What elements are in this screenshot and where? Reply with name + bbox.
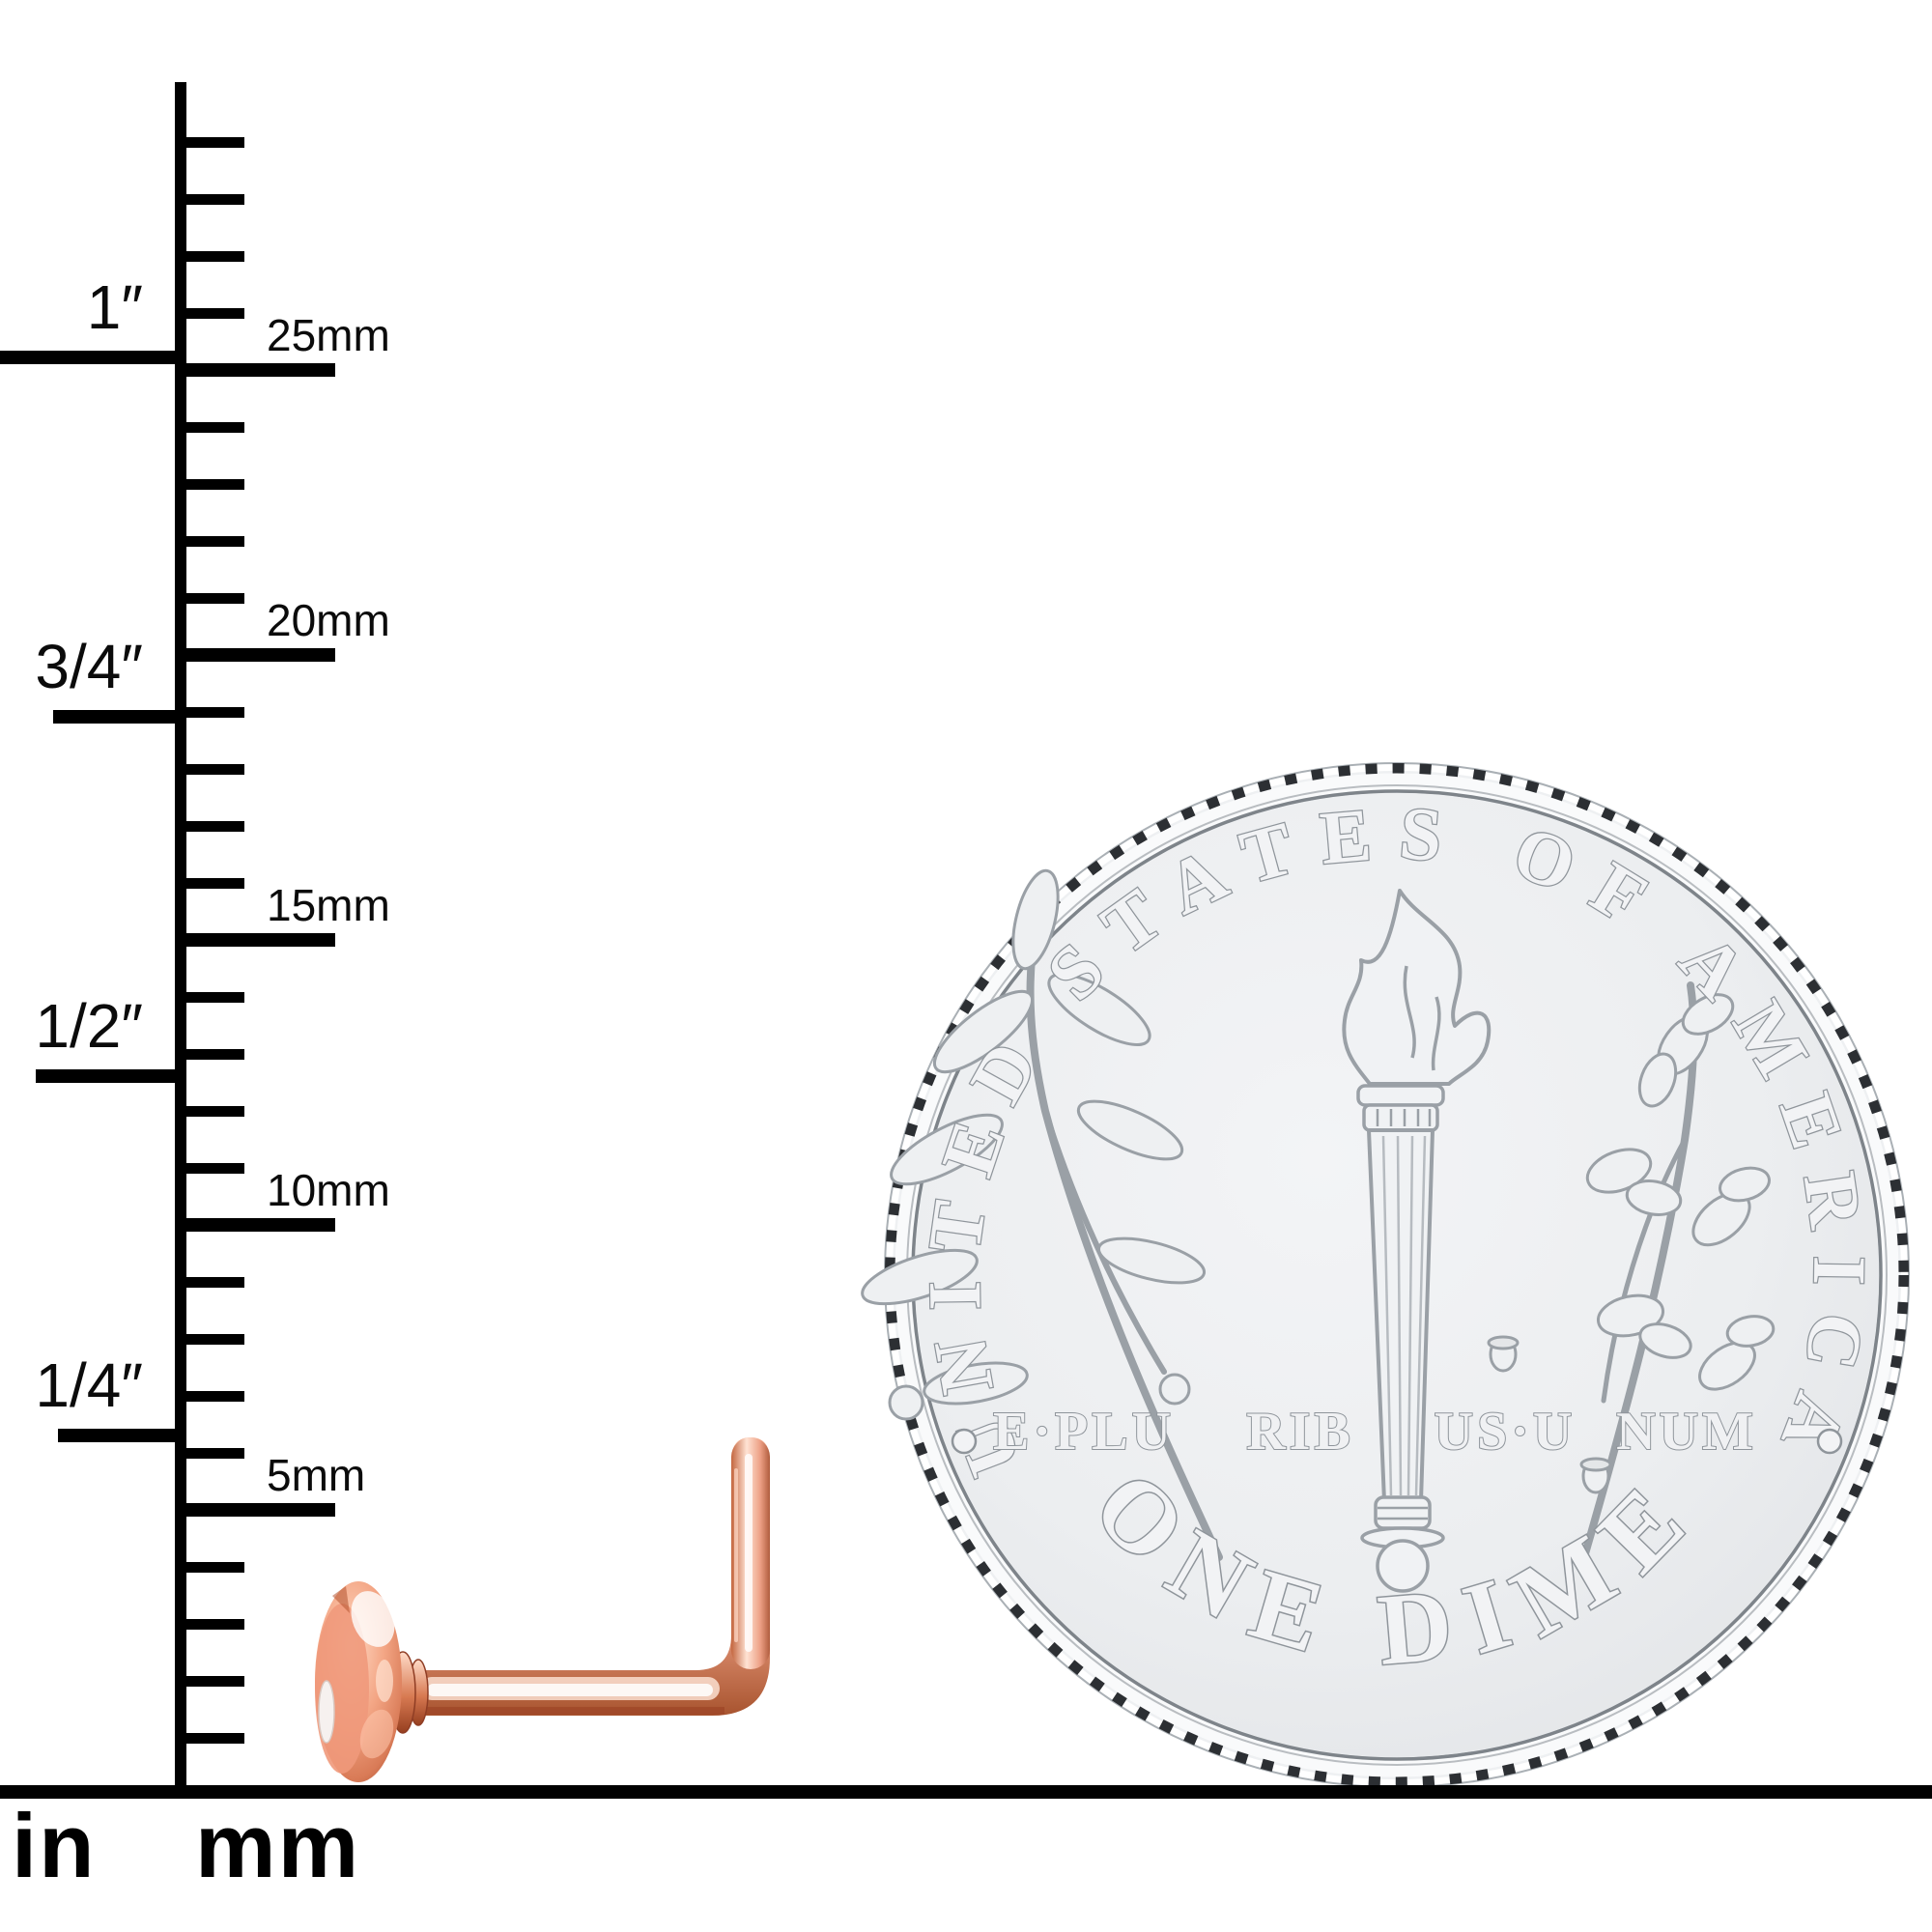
torch-base-knob <box>1376 1539 1430 1593</box>
ruler-tick-8mm <box>186 1334 244 1345</box>
ruler-tick-20mm <box>186 648 335 662</box>
ruler-tick-inch-0.5 <box>36 1069 186 1083</box>
ruler-label-5mm: 5mm <box>267 1450 366 1500</box>
ruler-tick-inch-0.75 <box>53 710 186 724</box>
coin-motto-segment-2: RIB <box>1246 1402 1354 1462</box>
ruler-tick-9mm <box>186 1277 244 1288</box>
ruler-tick-24mm <box>186 422 244 433</box>
ruler-tick-13mm <box>186 1049 244 1060</box>
ruler-tick-23mm <box>186 479 244 490</box>
ruler-vertical-axis <box>175 82 186 1785</box>
ruler-tick-12mm <box>186 1106 244 1117</box>
ruler-tick-15mm <box>186 933 335 947</box>
coin-motto-segment-3: US·U <box>1435 1402 1577 1462</box>
ruler-tick-22mm <box>186 536 244 547</box>
ruler-label-inch-1: 1″ <box>86 272 143 342</box>
ruler-tick-28mm <box>186 194 244 205</box>
unit-label-in: in <box>12 1795 97 1896</box>
ruler-label-25mm: 25mm <box>267 310 390 360</box>
coin-separator-dot-right <box>1816 1428 1843 1455</box>
olive-branch <box>861 868 1223 1561</box>
ruler-tick-inch-1 <box>0 351 186 364</box>
ruler-label-10mm: 10mm <box>267 1165 390 1215</box>
coin-separator-dot-left <box>951 1428 978 1455</box>
ruler-tick-25mm <box>186 363 335 377</box>
ruler-tick-1mm <box>186 1733 244 1744</box>
ruler-tick-2mm <box>186 1676 244 1687</box>
ruler-tick-29mm <box>186 137 244 148</box>
ruler-tick-5mm <box>186 1503 335 1517</box>
ruler-tick-3mm <box>186 1619 244 1630</box>
ruler-label-inch-0.25: 1/4″ <box>35 1350 143 1420</box>
ruler-tick-7mm <box>186 1391 244 1402</box>
oak-branch <box>1487 981 1776 1561</box>
dime-coin: UNITED STATES OF AMERICA E·PLU RIB US·U … <box>861 762 1910 1788</box>
ruler-label-20mm: 20mm <box>267 595 390 645</box>
stud-gem <box>318 1680 335 1744</box>
ruler-tick-19mm <box>186 707 244 718</box>
ruler-tick-16mm <box>186 878 244 889</box>
ruler-tick-10mm <box>186 1218 335 1232</box>
torch <box>1342 889 1492 1593</box>
ruler-bottom-baseline <box>0 1785 1932 1799</box>
ruler-tick-11mm <box>186 1163 244 1174</box>
torch-flame <box>1342 889 1492 1086</box>
ruler-tick-26mm <box>186 308 244 319</box>
ruler-tick-4mm <box>186 1562 244 1573</box>
ruler-tick-21mm <box>186 593 244 604</box>
ruler-label-inch-0.75: 3/4″ <box>35 632 143 701</box>
ruler-tick-17mm <box>186 821 244 832</box>
ruler-label-15mm: 15mm <box>267 880 390 930</box>
coin-motto-segment-1: E·PLU <box>993 1402 1175 1462</box>
ruler-label-inch-0.5: 1/2″ <box>35 991 143 1061</box>
coin-motto-segment-4: NUM <box>1616 1402 1757 1462</box>
unit-label-mm: mm <box>195 1795 361 1896</box>
rose-gold-nose-stud <box>315 1437 770 1782</box>
acorn <box>1487 1335 1612 1494</box>
ruler-tick-27mm <box>186 251 244 262</box>
ruler-tick-18mm <box>186 764 244 775</box>
ruler-tick-6mm <box>186 1448 244 1459</box>
ruler-tick-inch-0.25 <box>58 1429 186 1442</box>
ruler-tick-14mm <box>186 992 244 1003</box>
